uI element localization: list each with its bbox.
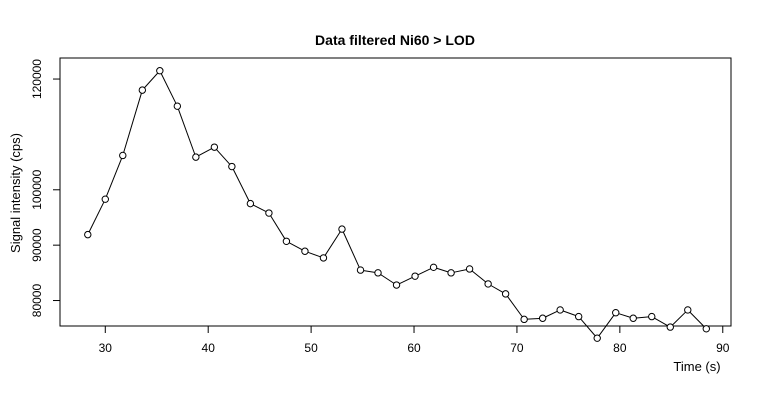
series-line-segment (144, 72, 159, 89)
data-point (138, 86, 147, 94)
data-point (648, 312, 656, 321)
series-line-segment (253, 204, 267, 213)
series-line-segment (545, 310, 558, 318)
x-tick-label: 90 (716, 341, 730, 355)
y-tick-label: 90000 (30, 228, 44, 262)
data-point (173, 102, 182, 110)
series-line-segment (123, 93, 142, 153)
x-tick-label: 30 (99, 341, 113, 355)
data-point (101, 195, 109, 203)
data-point (156, 67, 164, 75)
series-line-segment (471, 270, 486, 283)
data-point (702, 325, 711, 333)
series-line-segment (654, 317, 668, 326)
data-point (484, 280, 492, 288)
series-line-segment (380, 274, 395, 284)
x-tick-label: 60 (407, 341, 421, 355)
series-line-segment (270, 215, 286, 239)
data-point (666, 323, 674, 331)
data-point (192, 153, 200, 161)
series-line-segment (324, 231, 341, 256)
data-point (538, 314, 547, 322)
x-tick-label: 70 (510, 341, 524, 355)
series-line-segment (307, 251, 321, 258)
data-point (282, 237, 291, 245)
series-line-segment (580, 318, 596, 337)
data-point (265, 209, 273, 217)
data-point (501, 290, 510, 298)
series-line-segment (436, 267, 449, 273)
series-line-segment (672, 311, 686, 326)
data-point (684, 306, 692, 314)
data-point (465, 265, 474, 273)
chart-title: Data filtered Ni60 > LOD (315, 32, 475, 48)
series-line-segment (342, 231, 360, 268)
data-point (374, 269, 382, 277)
x-axis: 30 40 50 60 70 80 90 (99, 325, 730, 355)
data-point (574, 312, 583, 321)
x-axis-label: Time (s) (673, 359, 720, 374)
series-line-segment (106, 158, 123, 197)
data-point (301, 247, 309, 255)
data-point (84, 230, 92, 239)
series-line-segment (507, 296, 523, 318)
series-line-segment (618, 313, 631, 318)
x-tick-label: 50 (304, 341, 318, 355)
series-line-segment (232, 169, 250, 201)
x-tick-label: 80 (613, 341, 627, 355)
data-point (119, 151, 127, 160)
data-point (319, 254, 328, 262)
series-line-segment (527, 317, 540, 320)
data-point (520, 315, 528, 324)
series-line-segment (563, 310, 576, 316)
data-point (356, 266, 365, 274)
y-tick-label: 120000 (30, 59, 44, 99)
series-line-segment (399, 277, 413, 285)
data-point (556, 306, 564, 314)
series-line-segment (198, 148, 212, 157)
data-point (228, 162, 236, 171)
data-point (612, 309, 620, 317)
series-line-segment (598, 315, 615, 336)
series-line-segment (177, 109, 196, 155)
data-point (629, 314, 637, 322)
data-point (338, 225, 346, 233)
data-point (246, 199, 255, 208)
data-point (411, 272, 419, 280)
series-layer (84, 67, 711, 342)
x-tick-label: 40 (202, 341, 216, 355)
data-point (429, 263, 438, 272)
series-line-segment (636, 316, 649, 319)
y-tick-label: 100000 (30, 169, 44, 209)
series-line-segment (88, 201, 105, 232)
y-tick-label: 80000 (30, 284, 44, 318)
data-point (447, 269, 455, 277)
series-line-segment (288, 242, 303, 251)
series-line-segment (689, 311, 705, 327)
y-axis: 80000 90000 100000 120000 (30, 59, 61, 318)
y-axis-label: Signal intensity (cps) (8, 133, 23, 253)
series-line-segment (490, 285, 504, 293)
series-line-segment (454, 269, 467, 273)
data-point (210, 143, 219, 151)
series-line-segment (363, 270, 375, 273)
data-point (593, 334, 601, 342)
series-line-segment (417, 268, 431, 276)
data-point (392, 281, 401, 289)
series-line-segment (216, 149, 231, 165)
series-line-segment (160, 73, 177, 104)
